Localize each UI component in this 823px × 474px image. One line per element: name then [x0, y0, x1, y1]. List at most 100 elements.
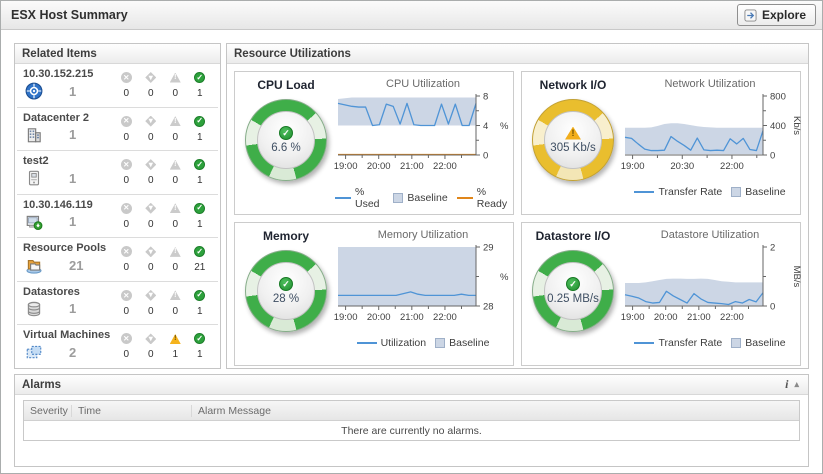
- host-running-icon: [26, 215, 43, 230]
- svg-text:800: 800: [770, 92, 786, 103]
- critical-count: 0: [147, 218, 154, 230]
- info-icon[interactable]: i: [785, 377, 789, 391]
- fatal-count: 0: [123, 349, 130, 361]
- datastore-io-gauge[interactable]: 0.25 MB/s: [532, 250, 614, 332]
- related-item-datastores[interactable]: Datastores 1: [17, 282, 218, 326]
- critical-count: 0: [147, 175, 154, 187]
- network-io-value: 305 Kb/s: [550, 141, 596, 154]
- normal-count: 1: [196, 175, 203, 187]
- legend-label: % Used: [354, 186, 380, 210]
- item-name: 10.30.146.119: [23, 198, 93, 211]
- critical-icon: [145, 333, 157, 345]
- normal-icon: [194, 289, 206, 301]
- alarms-title: Alarms: [22, 378, 61, 391]
- datastore-chart-title: Datastore Utilization: [660, 229, 760, 241]
- virtual-machine-icon: [26, 346, 42, 359]
- item-name: Virtual Machines: [23, 329, 111, 342]
- svg-text:21:00: 21:00: [400, 312, 424, 323]
- network-utilization-chart[interactable]: 19:00 20:30 22:00 0 400 800 Kb/s: [621, 91, 802, 186]
- critical-count: 0: [147, 349, 154, 361]
- fatal-count: 0: [123, 175, 130, 187]
- memory-gauge[interactable]: 28 %: [245, 250, 327, 332]
- collapse-icon[interactable]: ▴: [794, 379, 799, 389]
- related-item-virtual-machines[interactable]: Virtual Machines 2: [17, 325, 218, 368]
- memory-status-icon: [279, 277, 293, 291]
- normal-count: 21: [194, 262, 206, 274]
- baseline-swatch: [731, 187, 742, 197]
- titlebar: ESX Host Summary Explore: [1, 1, 822, 30]
- used-line-swatch: [335, 197, 351, 199]
- fatal-icon: [120, 246, 132, 258]
- column-severity[interactable]: Severity: [24, 404, 72, 417]
- network-io-gauge[interactable]: 305 Kb/s: [532, 99, 614, 181]
- network-chart-title: Network Utilization: [664, 78, 756, 90]
- normal-count: 1: [196, 131, 203, 143]
- critical-count: 0: [147, 131, 154, 143]
- datastore-status-icon: [566, 277, 580, 291]
- related-items-title: Related Items: [22, 47, 97, 60]
- svg-text:20:00: 20:00: [367, 312, 391, 323]
- memory-title: Memory: [262, 229, 309, 243]
- fatal-count: 0: [123, 262, 130, 274]
- legend-label: Baseline: [745, 186, 786, 198]
- cpu-load-title: CPU Load: [257, 78, 315, 92]
- item-count: 1: [69, 170, 77, 186]
- legend-label: Transfer Rate: [658, 186, 723, 198]
- transfer-line-swatch: [634, 342, 655, 344]
- related-item-datacenter[interactable]: Datacenter 2: [17, 108, 218, 152]
- warning-icon: [169, 333, 181, 344]
- fatal-icon: [120, 115, 132, 127]
- related-item-host2[interactable]: 10.30.146.119 1: [17, 195, 218, 239]
- warning-icon: [169, 159, 181, 170]
- explore-button[interactable]: Explore: [736, 4, 816, 26]
- legend-label: Baseline: [407, 192, 448, 204]
- fatal-count: 0: [123, 131, 130, 143]
- ready-line-swatch: [456, 197, 473, 199]
- svg-text:20:00: 20:00: [367, 161, 391, 172]
- critical-icon: [145, 72, 157, 83]
- fatal-icon: [120, 202, 132, 214]
- legend-label: Baseline: [449, 337, 490, 349]
- resource-utilizations-body: CPU Load 6.6 % CPU Utilization 19:00 20:0…: [227, 64, 808, 373]
- svg-text:8: 8: [483, 92, 488, 103]
- related-items-header: Related Items: [15, 44, 220, 64]
- svg-text:4: 4: [483, 121, 488, 132]
- fatal-icon: [120, 72, 132, 83]
- warning-count: 0: [172, 305, 179, 317]
- warning-icon: [169, 116, 181, 127]
- alarms-header: Alarms i ▴: [15, 375, 808, 395]
- datastore-utilization-chart[interactable]: 19:00 20:00 21:00 22:00 0 2 MB/s: [621, 242, 802, 337]
- legend-label: Utilization: [380, 337, 427, 349]
- cpu-load-value: 6.6 %: [271, 142, 301, 154]
- critical-count: 0: [147, 88, 154, 99]
- related-item-host[interactable]: 10.30.152.215 1: [17, 64, 218, 108]
- svg-text:2: 2: [770, 243, 775, 254]
- cpu-utilization-chart[interactable]: 19:00 20:00 21:00 22:00 0 4 8%: [334, 91, 511, 186]
- fatal-count: 0: [123, 305, 130, 317]
- column-alarm-message[interactable]: Alarm Message: [198, 404, 271, 417]
- cpu-chart-legend: % Used Baseline % Ready: [335, 186, 511, 210]
- related-item-cluster[interactable]: test2 1: [17, 151, 218, 195]
- alarms-panel: Alarms i ▴ Severity Time Alarm Message T…: [14, 374, 809, 467]
- column-time[interactable]: Time: [72, 404, 192, 417]
- warning-count: 0: [172, 262, 179, 274]
- cpu-load-gauge[interactable]: 6.6 %: [245, 99, 327, 181]
- svg-text:19:00: 19:00: [334, 161, 358, 172]
- legend-label: % Ready: [476, 186, 508, 210]
- memory-utilization-chart[interactable]: 19:00 20:00 21:00 22:00 28 29%: [334, 242, 511, 337]
- host-system-icon: [28, 170, 40, 186]
- related-item-resource-pools[interactable]: Resource Pools 21: [17, 238, 218, 282]
- svg-text:Kb/s: Kb/s: [791, 116, 802, 135]
- svg-text:%: %: [500, 272, 509, 283]
- resource-pool-icon: [26, 260, 42, 274]
- datastore-chart-legend: Transfer Rate Baseline: [634, 337, 786, 349]
- normal-icon: [194, 159, 206, 171]
- related-items-panel: Related Items 10.30.152.215: [14, 43, 221, 369]
- svg-text:19:00: 19:00: [334, 312, 358, 323]
- fatal-count: 0: [123, 88, 130, 99]
- item-name: Resource Pools: [23, 242, 107, 255]
- svg-text:29: 29: [483, 243, 494, 254]
- item-count: 1: [69, 214, 77, 230]
- normal-count: 1: [196, 305, 203, 317]
